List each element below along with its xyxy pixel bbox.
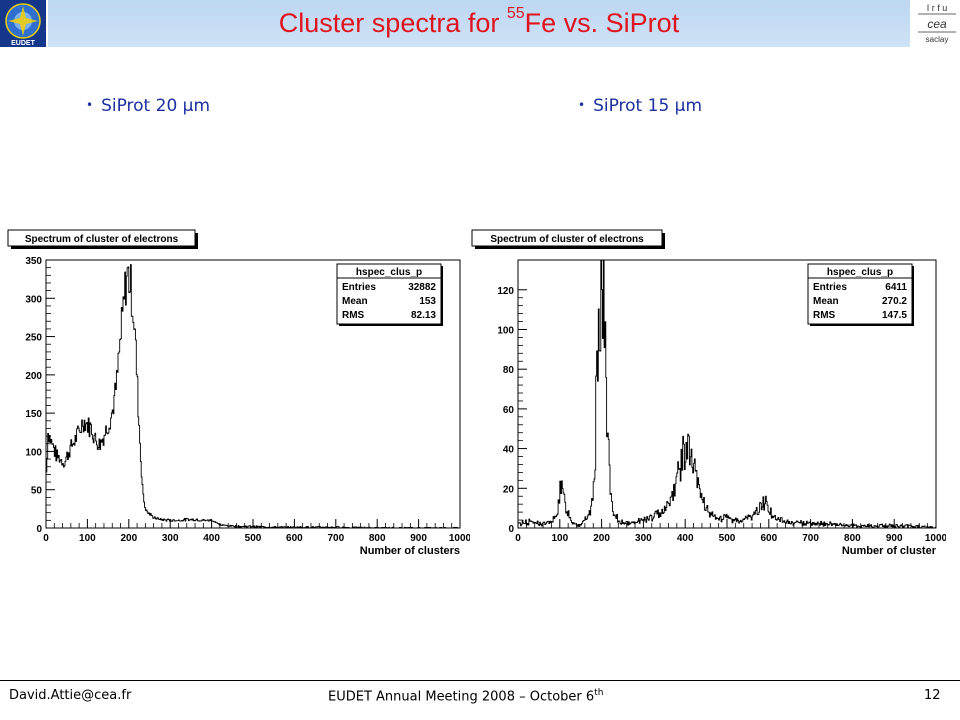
- y-tick-label: 250: [25, 333, 42, 344]
- x-tick-label: 400: [677, 533, 694, 544]
- y-tick-label: 0: [36, 524, 42, 535]
- bullet-right-text: SiProt 15 µm: [593, 96, 703, 116]
- stats-key: Mean: [813, 296, 839, 307]
- bullet-left: • SiProt 20 µm: [86, 96, 210, 116]
- y-tick-label: 20: [503, 484, 515, 495]
- logo-saclay-text: saclay: [926, 35, 949, 44]
- footer-divider: [0, 680, 960, 681]
- stats-key: RMS: [342, 310, 365, 321]
- y-tick-label: 120: [497, 286, 514, 297]
- stats-name: hspec_clus_p: [827, 267, 893, 278]
- x-axis-label: Number of cluster: [842, 545, 937, 557]
- x-tick-label: 300: [162, 533, 179, 544]
- chart-title: Spectrum of cluster of electrons: [25, 234, 179, 245]
- y-tick-label: 100: [25, 447, 42, 458]
- stats-box: [807, 263, 913, 325]
- y-tick-label: 60: [503, 405, 515, 416]
- x-tick-label: 1000: [925, 533, 946, 544]
- stats-value: 270.2: [882, 296, 907, 307]
- x-tick-label: 0: [43, 533, 49, 544]
- irfu-cea-saclay-logo: I r f u cea saclay: [918, 3, 956, 44]
- bullet-left-text: SiProt 20 µm: [101, 96, 211, 116]
- stats-key: RMS: [813, 310, 836, 321]
- stats-name: hspec_clus_p: [356, 267, 422, 278]
- bullet-dot: •: [578, 98, 586, 112]
- y-tick-label: 300: [25, 294, 42, 305]
- x-tick-label: 900: [410, 533, 427, 544]
- slide-header: Cluster spectra for 55Fe vs. SiProt EUDE…: [0, 0, 960, 47]
- chart-left: Spectrum of cluster of electrons 0 50 100 15…: [7, 229, 470, 557]
- footer-page-number: 12: [924, 688, 941, 703]
- title-main: Cluster spectra for: [278, 8, 507, 38]
- title-band: [48, 0, 910, 47]
- stats-value: 32882: [408, 282, 436, 293]
- x-tick-label: 800: [844, 533, 861, 544]
- x-tick-label: 900: [886, 533, 903, 544]
- chart-title-box: [7, 229, 196, 247]
- x-tick-label: 500: [245, 533, 262, 544]
- x-axis-label: Number of clusters: [360, 545, 460, 557]
- x-tick-label: 100: [551, 533, 568, 544]
- slide-title: Cluster spectra for 55Fe vs. SiProt: [48, 0, 910, 47]
- x-tick-label: 700: [802, 533, 819, 544]
- x-tick-label: 600: [286, 533, 303, 544]
- y-tick-label: 350: [25, 256, 42, 267]
- x-tick-label: 800: [369, 533, 386, 544]
- footer-email: David.Attie@cea.fr: [9, 688, 132, 703]
- x-tick-label: 600: [760, 533, 777, 544]
- x-tick-label: 1000: [449, 533, 470, 544]
- y-tick-label: 200: [25, 371, 42, 382]
- stats-value: 82.13: [411, 310, 436, 321]
- histogram-series: [517, 259, 936, 529]
- chart-right: Spectrum of cluster of electrons 0 20 40 60 8…: [471, 229, 946, 557]
- stats-value: 147.5: [882, 310, 907, 321]
- x-tick-label: 700: [327, 533, 344, 544]
- y-tick-label: 50: [31, 486, 43, 497]
- x-tick-label: 300: [635, 533, 652, 544]
- x-tick-label: 200: [593, 533, 610, 544]
- eudet-logo-text: EUDET: [11, 40, 35, 47]
- stats-key: Entries: [813, 282, 847, 293]
- logo-cea-text: cea: [927, 17, 947, 31]
- eudet-logo: EUDET: [0, 0, 46, 47]
- y-tick-label: 150: [25, 409, 42, 420]
- histogram-series: [45, 264, 460, 529]
- x-tick-label: 400: [203, 533, 220, 544]
- footer-meeting-text: EUDET Annual Meeting 2008 – October 6: [328, 689, 595, 705]
- y-tick-label: 100: [497, 325, 514, 336]
- y-tick-label: 80: [503, 365, 515, 376]
- footer-meeting-sup: th: [594, 688, 604, 698]
- footer-meeting: EUDET Annual Meeting 2008 – October 6th: [328, 688, 603, 704]
- stats-box: [336, 263, 442, 325]
- x-tick-label: 500: [719, 533, 736, 544]
- chart-title: Spectrum of cluster of electrons: [490, 234, 644, 245]
- title-superscript: 55: [506, 5, 525, 22]
- stats-value: 153: [419, 296, 436, 307]
- y-tick-label: 0: [508, 524, 514, 535]
- chart-title-box: [471, 229, 663, 247]
- logo-irfu-text: I r f u: [927, 3, 948, 13]
- x-tick-label: 200: [120, 533, 137, 544]
- bullet-right: • SiProt 15 µm: [578, 96, 702, 116]
- stats-value: 6411: [885, 282, 907, 293]
- stats-key: Mean: [342, 296, 368, 307]
- bullet-dot: •: [86, 98, 94, 112]
- stats-key: Entries: [342, 282, 376, 293]
- x-tick-label: 100: [79, 533, 96, 544]
- y-tick-label: 40: [503, 445, 515, 456]
- title-rest: Fe vs. SiProt: [524, 8, 680, 38]
- x-tick-label: 0: [515, 533, 521, 544]
